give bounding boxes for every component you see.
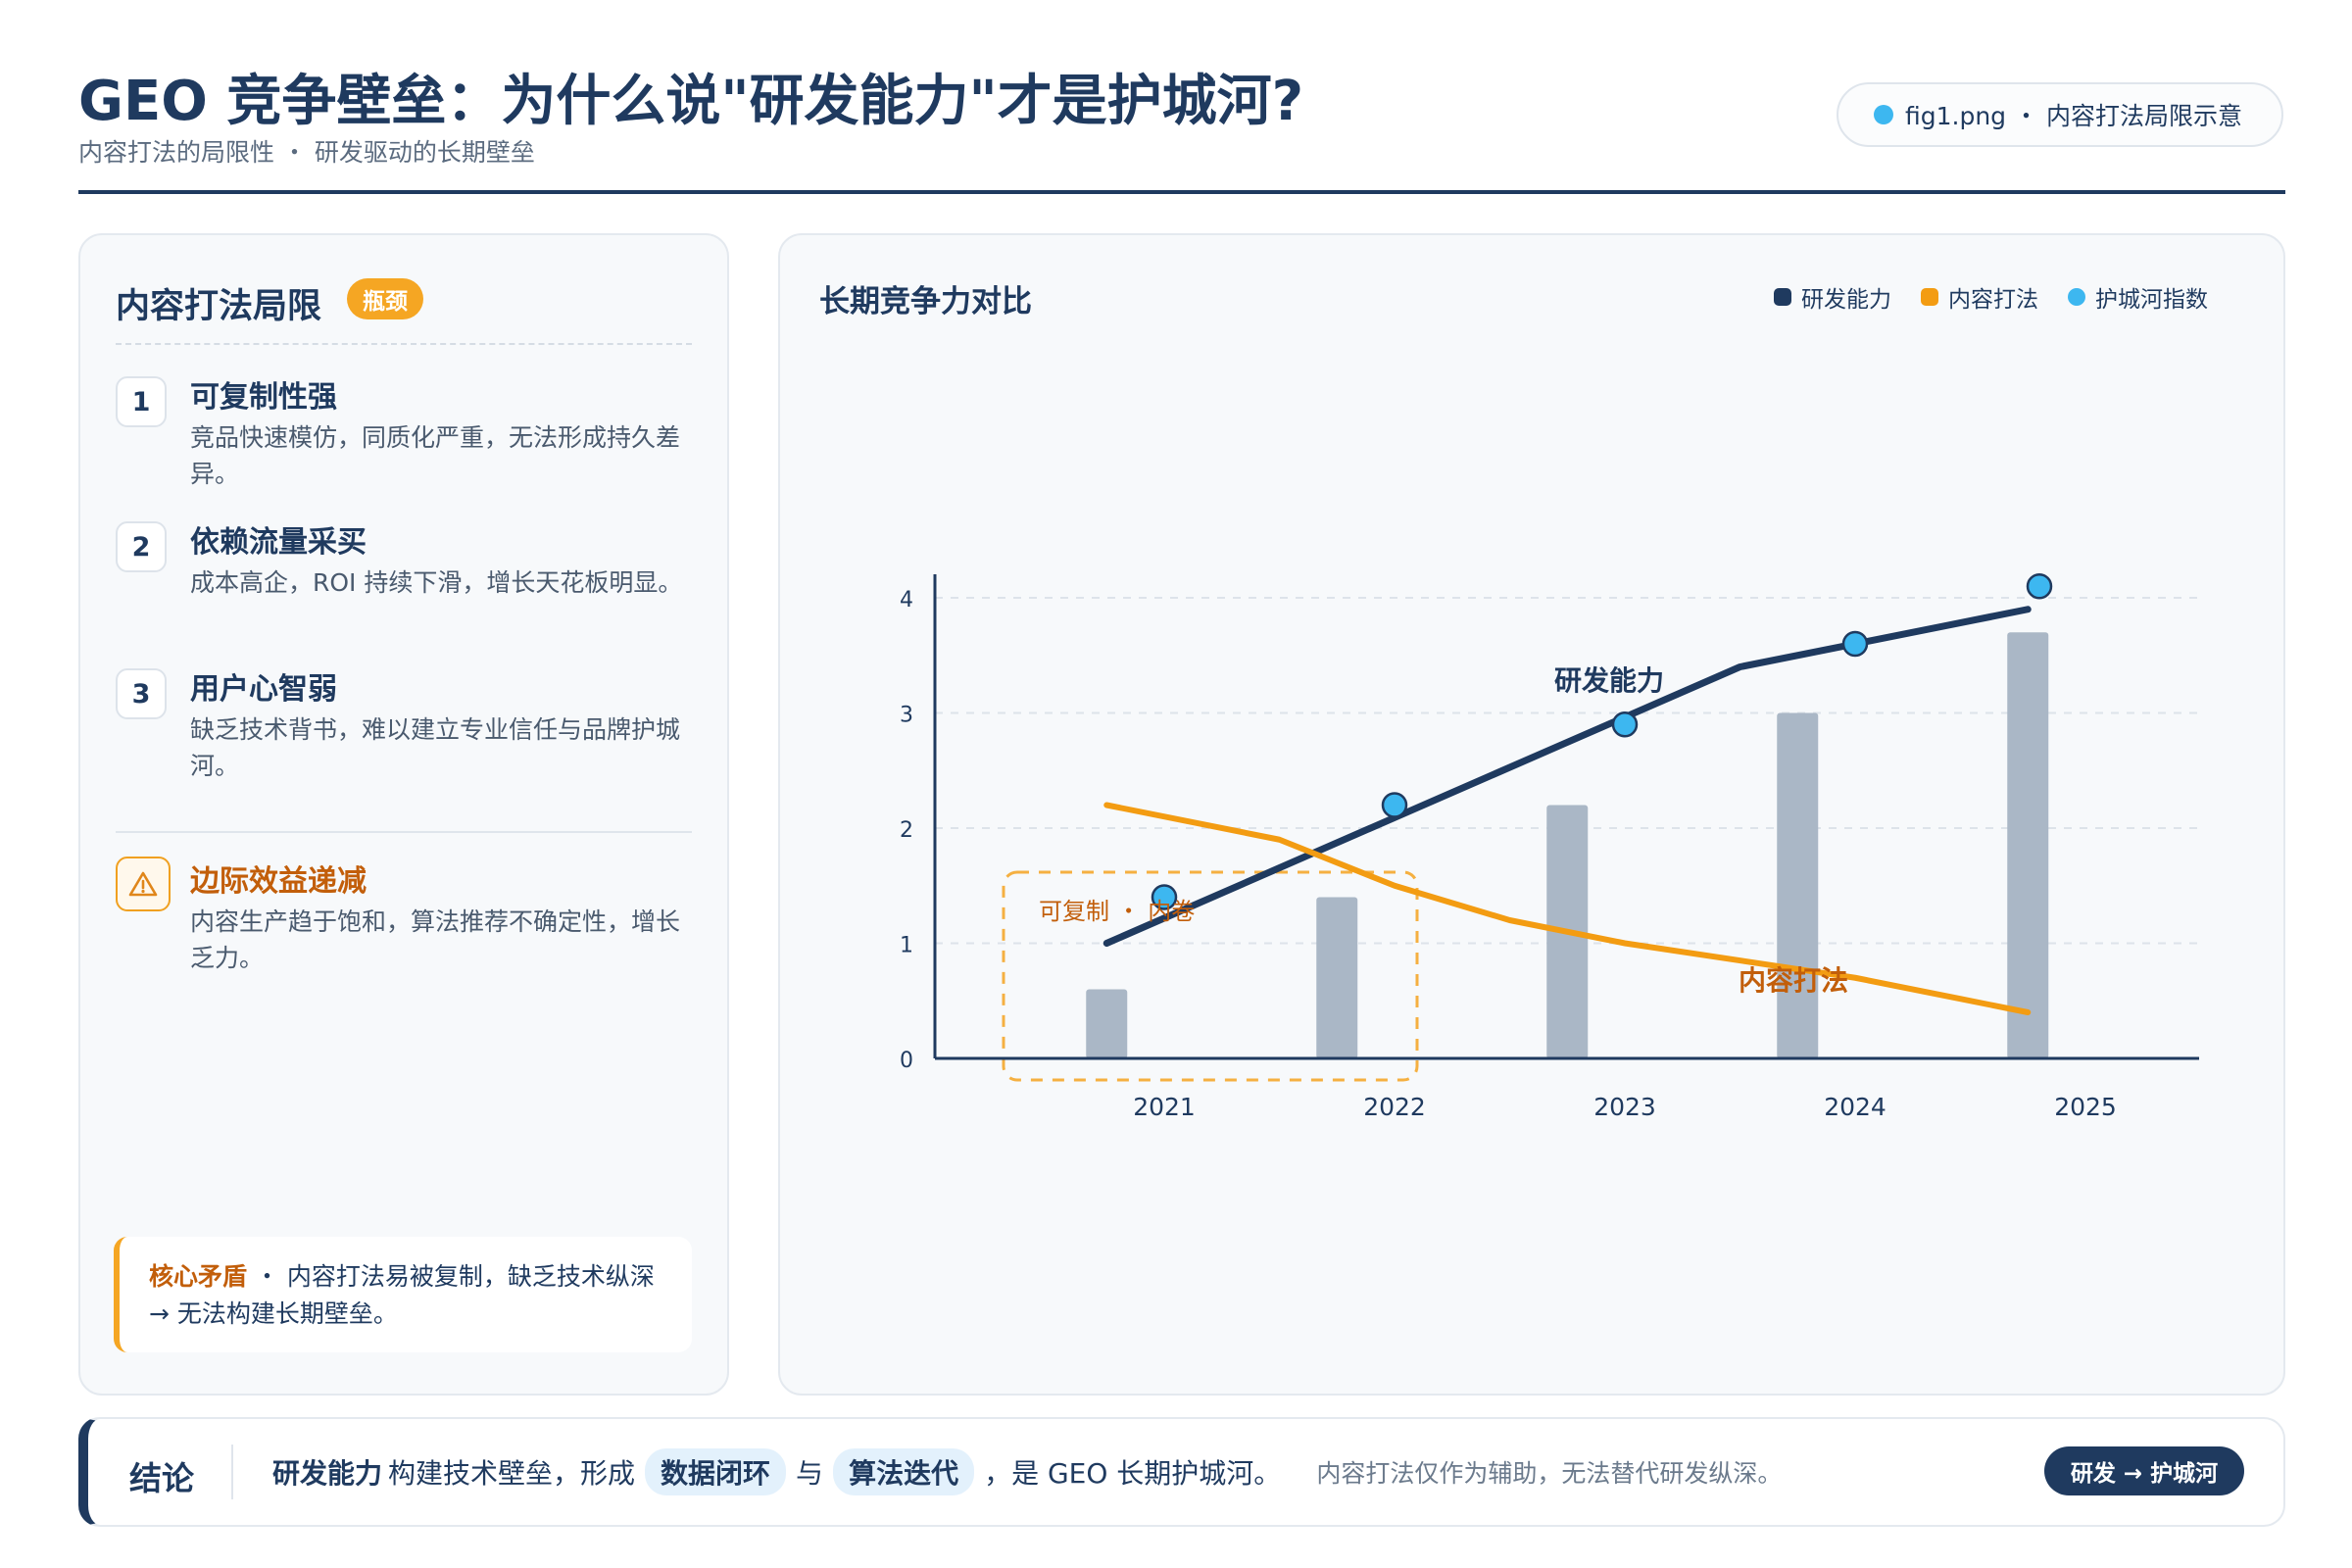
bar [2007, 632, 2049, 1058]
bar [1086, 989, 1128, 1058]
warning-triangle-icon [116, 857, 171, 911]
conclusion-label: 结论 [129, 1459, 194, 1497]
file-label-pill: fig1.png ・ 内容打法局限示意 [1837, 82, 2283, 147]
moat-point [1151, 884, 1178, 910]
x-tick-label: 2023 [1593, 1093, 1656, 1121]
chart-card [778, 233, 2285, 1396]
legend-label: 内容打法 [1948, 287, 2038, 313]
header-divider [78, 190, 2285, 194]
moat-point [1611, 711, 1639, 738]
moat-point [2026, 573, 2053, 600]
limitations-separator [116, 831, 692, 833]
file-label: fig1.png ・ 内容打法局限示意 [1905, 102, 2242, 130]
content-line-label: 内容打法 [1739, 964, 1848, 997]
legend-swatch [2068, 288, 2085, 306]
bar [1316, 897, 1358, 1058]
legend-swatch [1921, 288, 1938, 306]
y-tick-label: 4 [900, 588, 913, 612]
highlight-data-loop: 数据闭环 [645, 1448, 787, 1495]
item-title: 用户心智弱 [190, 672, 337, 707]
bottleneck-badge: 瓶颈 [347, 278, 423, 319]
legend-label: 研发能力 [1801, 287, 1891, 313]
conclusion-text-2: ，是 GEO 长期护城河。 [984, 1457, 1282, 1490]
core-contradiction-box: 核心矛盾 ・ 内容打法易被复制，缺乏技术纵深 → 无法构建长期壁垒。 [114, 1237, 692, 1352]
item-number: 1 [116, 376, 167, 427]
rd-line-label: 研发能力 [1554, 664, 1664, 697]
item-number: 2 [116, 521, 167, 572]
item-number: 3 [116, 668, 167, 719]
conclusion-separator [231, 1445, 233, 1499]
core-label: 核心矛盾 [149, 1262, 248, 1291]
copy-zone-label: 可复制 ・ 内卷 [1039, 898, 1195, 925]
copy-zone-box [1002, 870, 1419, 1082]
chart-legend: 研发能力 内容打法 护城河指数 [1774, 280, 2208, 314]
legend-swatch [1774, 288, 1791, 306]
conclusion-bar [78, 1417, 2285, 1527]
x-tick-label: 2022 [1363, 1093, 1426, 1121]
file-dot-icon [1874, 105, 1893, 124]
conclusion-mid: 与 [796, 1457, 824, 1490]
page-subtitle: 内容打法的局限性 ・ 研发驱动的长期壁垒 [78, 138, 535, 167]
x-tick-label: 2025 [2054, 1093, 2117, 1121]
warning-desc: 内容生产趋于饱和，算法推荐不确定性，增长乏力。 [190, 907, 681, 972]
y-tick-label: 0 [900, 1049, 913, 1073]
item-title: 可复制性强 [190, 380, 337, 415]
x-tick-label: 2024 [1824, 1093, 1886, 1121]
bar [1777, 712, 1819, 1058]
legend-label: 护城河指数 [2095, 287, 2208, 313]
legend-item-content: 内容打法 [1921, 280, 2038, 314]
limitations-card [78, 233, 729, 1396]
limitations-title: 内容打法局限 [116, 287, 322, 326]
item-desc: 成本高企，ROI 持续下滑，增长天花板明显。 [190, 568, 683, 597]
item-title: 依赖流量采买 [190, 525, 367, 560]
y-tick-label: 3 [900, 704, 913, 728]
y-tick-label: 1 [900, 934, 913, 958]
limitations-divider [116, 343, 692, 345]
rd-series-line [1102, 606, 2032, 947]
moat-point [1841, 630, 1869, 658]
content-series-line [1103, 802, 2032, 1015]
moat-point [1381, 792, 1408, 818]
warning-title: 边际效益递减 [190, 864, 367, 899]
conclusion-text: 研发能力 构建技术壁垒，形成 数据闭环 与 算法迭代 ，是 GEO 长期护城河。… [272, 1446, 1782, 1497]
x-tick-label: 2021 [1133, 1093, 1196, 1121]
y-tick-label: 2 [900, 818, 913, 843]
item-desc: 缺乏技术背书，难以建立专业信任与品牌护城河。 [190, 715, 681, 780]
core-text: ・ 内容打法易被复制，缺乏技术纵深 → 无法构建长期壁垒。 [149, 1262, 655, 1328]
item-desc: 竞品快速模仿，同质化严重，无法形成持久差异。 [190, 423, 681, 488]
conclusion-main: 研发能力 [272, 1457, 383, 1490]
page-title: GEO 竞争壁垒：为什么说"研发能力"才是护城河? [78, 70, 1304, 133]
rd-moat-pill: 研发 → 护城河 [2044, 1446, 2244, 1495]
conclusion-note: 内容打法仅作为辅助，无法替代研发纵深。 [1316, 1459, 1783, 1488]
legend-item-moat: 护城河指数 [2068, 280, 2208, 314]
highlight-algo-iteration: 算法迭代 [833, 1448, 975, 1495]
legend-item-rd: 研发能力 [1774, 280, 1891, 314]
conclusion-text-1: 构建技术壁垒，形成 [388, 1457, 636, 1490]
chart-title: 长期竞争力对比 [819, 284, 1032, 319]
